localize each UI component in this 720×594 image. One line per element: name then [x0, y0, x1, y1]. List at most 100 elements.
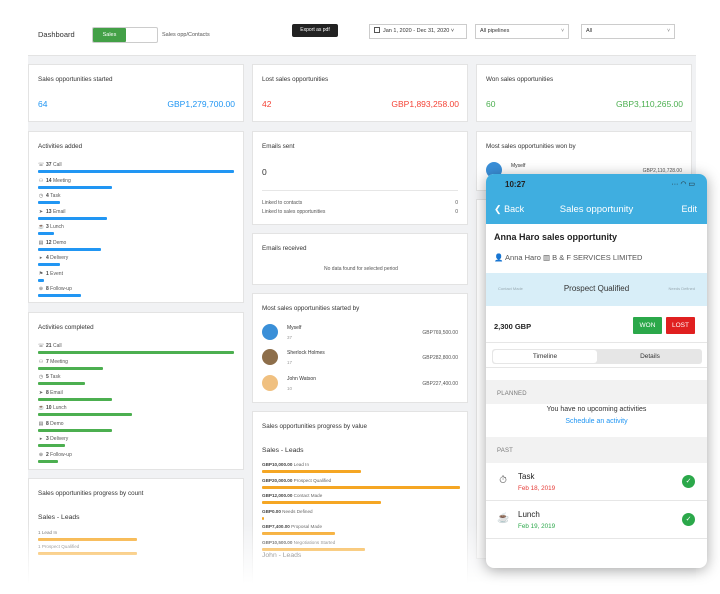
progress-by-count-card: Sales opportunities progress by count Sa…: [28, 478, 244, 594]
linked-contacts-value: 0: [455, 200, 458, 206]
opportunity-meta: 👤 Anna Haro ▥ B & F SERVICES LIMITED: [494, 253, 642, 262]
activity-name: Task: [50, 193, 61, 199]
card-won: Won sales opportunities 60 GBP3,110,265.…: [476, 64, 692, 122]
activity-count: 10: [46, 405, 53, 411]
activity-label: ⚑ 1 Event: [38, 271, 63, 277]
activity-label: ⚇ 14 Meeting: [38, 178, 71, 184]
card-title: Sales opportunities started: [38, 76, 113, 83]
check-icon[interactable]: ✓: [682, 475, 695, 488]
activities-completed-card: Activities completed ☏ 21 Call ⚇ 7 Meeting ◷…: [28, 312, 244, 470]
activity-name: Demo: [52, 239, 67, 246]
opportunity-title: Anna Haro sales opportunity: [494, 232, 618, 242]
emails-sent-count: 0: [262, 167, 267, 177]
stage-value: GBP0.00: [262, 508, 283, 514]
follow-up-icon: ⊕: [38, 451, 44, 458]
won-value: GBP3,110,265.00: [616, 99, 683, 109]
person-amount: GBP227,400.00: [422, 381, 458, 387]
card-lost: Lost sales opportunities 42 GBP1,893,258…: [252, 64, 468, 122]
activity-name: Email: [52, 208, 66, 215]
back-button[interactable]: ❮ Back: [494, 204, 524, 215]
schedule-activity-link[interactable]: Schedule an activity: [565, 418, 628, 425]
person-amount: GBP282,800.00: [422, 355, 458, 361]
activity-count: 37: [46, 162, 53, 168]
mobile-app: 10:27 ··· ◠ ▭ ❮ Back Sales opportunity E…: [486, 174, 707, 568]
won-button[interactable]: WON: [633, 317, 662, 334]
stage-value: GBP10,500.00: [262, 539, 294, 545]
activity-label: ▤ 8 Demo: [38, 421, 64, 427]
segmented-control-wrap: Timeline Details: [486, 342, 707, 368]
sales-contacts-toggle[interactable]: Sales: [92, 27, 158, 43]
demo-icon: ▤: [38, 420, 44, 427]
toggle-contacts[interactable]: [126, 28, 158, 42]
person-count: 37: [287, 335, 293, 340]
past-activity-row[interactable]: ☕ Lunch Feb 19, 2019 ✓: [486, 501, 707, 539]
lost-button[interactable]: LOST: [666, 317, 695, 334]
section-label: PAST: [497, 448, 514, 454]
page-title: Dashboard: [38, 30, 75, 39]
pipeline-select[interactable]: All pipelines ˅: [475, 24, 569, 39]
activity-count: 13: [46, 208, 53, 215]
linked-contacts-label: Linked to contacts: [262, 200, 303, 206]
pipeline-stage-bar[interactable]: Contact Made Prospect Qualified Needs De…: [486, 273, 707, 306]
owner-select[interactable]: All ˅: [581, 24, 675, 39]
lunch-icon: ☕: [38, 405, 45, 411]
edit-button[interactable]: Edit: [681, 204, 697, 214]
follow-up-icon: ⊕: [38, 286, 44, 292]
activity-label: ☕ 10 Lunch: [38, 405, 67, 411]
activity-name: Follow-up: [50, 286, 72, 292]
company-name[interactable]: B & F SERVICES LIMITED: [552, 253, 643, 262]
activity-bar: [38, 247, 101, 251]
person-name: John Watson: [287, 376, 316, 382]
owner-select-value: All: [586, 28, 593, 34]
coffee-cup-icon: ☕: [497, 513, 510, 524]
activity-label: ⚇ 7 Meeting: [38, 359, 68, 365]
activity-name: Task: [50, 374, 61, 380]
calendar-icon: [374, 27, 380, 33]
person-name: Myself: [511, 163, 526, 169]
stage-value: GBP7,400.00: [262, 524, 292, 529]
activity-bar: [38, 263, 60, 266]
stage-value: GBP12,000.00: [262, 493, 294, 498]
card-title: Lost sales opportunities: [262, 76, 329, 83]
person-name: Sherlock Holmes: [287, 350, 325, 356]
linked-opps-label: Linked to sales opportunities: [262, 209, 326, 215]
stage-next[interactable]: Needs Defined: [668, 286, 695, 291]
activity-bar: [38, 382, 86, 385]
nav-title: Sales opportunity: [559, 204, 634, 215]
stage-previous[interactable]: Contact Made: [498, 286, 523, 291]
toggle-label: Sales opp/Contacts: [162, 32, 210, 38]
activity-count: 21: [46, 343, 53, 349]
chevron-down-icon: ˅: [561, 28, 564, 34]
activity-bar: [38, 201, 60, 204]
activity-count: 3: [46, 224, 51, 230]
card-title: Activities completed: [38, 324, 94, 331]
activity-date: Feb 19, 2019: [518, 523, 556, 530]
section-label: PLANNED: [497, 391, 527, 397]
lunch-icon: ☕: [38, 224, 45, 230]
activity-count: 2: [46, 451, 51, 458]
activity-count: 8: [46, 420, 51, 427]
activity-label: ⊕ 8 Follow-up: [38, 286, 72, 292]
event-icon: ⚑: [38, 270, 44, 277]
meeting-icon: ⚇: [38, 177, 44, 184]
activity-count: 8: [46, 286, 51, 292]
won-count: 60: [486, 99, 496, 109]
check-icon[interactable]: ✓: [682, 513, 695, 526]
activity-bar: [38, 444, 66, 447]
contact-name[interactable]: Anna Haro: [505, 253, 541, 262]
past-activity-row[interactable]: ⏱ Task Feb 18, 2019 ✓: [486, 463, 707, 501]
tab-details[interactable]: Details: [640, 353, 660, 360]
card-started: Sales opportunities started 64 GBP1,279,…: [28, 64, 244, 122]
stage-value: GBP20,000.00: [262, 477, 294, 483]
stage-bar: [262, 501, 381, 504]
activity-label: ➤ 13 Email: [38, 208, 66, 215]
stage-name: Lead In: [293, 462, 309, 467]
toggle-sales[interactable]: Sales: [93, 28, 126, 42]
card-title: Activities added: [38, 143, 83, 150]
activity-date: Feb 18, 2019: [518, 485, 556, 492]
date-range-picker[interactable]: Jan 1, 2020 - Dec 31, 2020 ˅: [369, 24, 467, 39]
tab-timeline[interactable]: Timeline: [493, 350, 597, 363]
avatar: [262, 324, 278, 340]
export-pdf-button[interactable]: Export as pdf: [292, 24, 338, 37]
stage-label: 1 Prospect Qualified: [38, 544, 80, 549]
